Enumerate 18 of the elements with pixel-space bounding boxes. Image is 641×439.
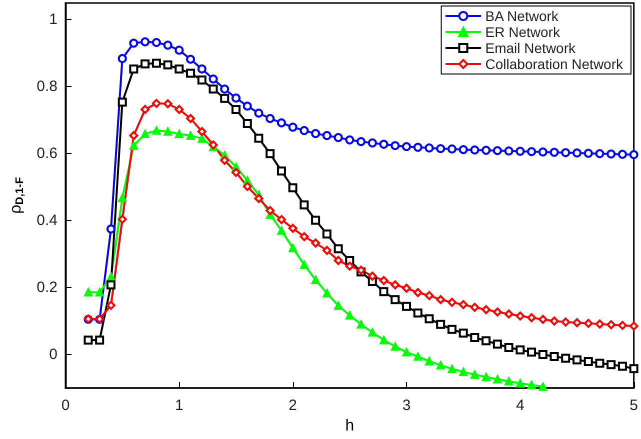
- y-tick-label: 0: [49, 346, 58, 364]
- y-tick-label: 0.8: [36, 78, 58, 96]
- x-tick-label: 1: [174, 397, 184, 414]
- x-tick-label: 2: [288, 397, 298, 414]
- legend-label: BA Network: [485, 8, 560, 24]
- y-tick-label: 0.2: [36, 279, 58, 296]
- y-axis-title: ρD,1-F: [8, 176, 26, 214]
- y-tick-label: 1: [49, 11, 58, 28]
- x-tick-label: 3: [402, 397, 411, 414]
- legend-label: Email Network: [485, 40, 577, 56]
- legend-label: Collaboration Network: [485, 56, 624, 72]
- x-axis-title: h: [345, 418, 354, 434]
- legend-label: ER Network: [485, 24, 561, 40]
- y-tick-label: 0.6: [36, 145, 58, 162]
- x-tick-label: 4: [516, 397, 524, 414]
- x-tick-label: 5: [630, 397, 638, 414]
- x-tick-label: 0: [61, 397, 70, 414]
- y-tick-label: 0.4: [36, 212, 58, 230]
